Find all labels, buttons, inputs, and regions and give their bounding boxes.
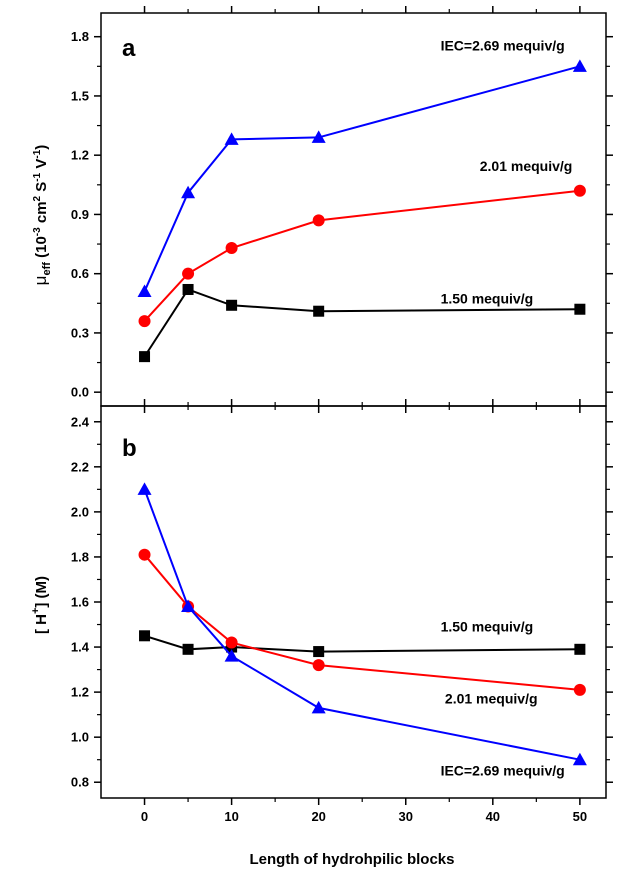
data-point-triangle: [572, 752, 587, 766]
y-tick-label-b: 1.2: [71, 685, 89, 700]
series-label-a-1: 2.01 mequiv/g: [480, 158, 573, 174]
series-label-b-1: 2.01 mequiv/g: [445, 690, 538, 706]
y-axis-title-a: μeff (10-3 cm2 S-1 V-1): [31, 145, 53, 286]
series-line-a-2: [143, 65, 581, 292]
data-point-square: [139, 351, 151, 363]
series-label-a-0: 1.50 mequiv/g: [441, 290, 534, 306]
y-tick-label-a: 0.0: [71, 385, 89, 400]
x-tick-label: 50: [573, 809, 587, 824]
plot-frame-b: [100, 405, 607, 799]
data-point-square: [313, 305, 325, 317]
data-point-square: [574, 303, 586, 315]
y-tick-label-a: 0.9: [71, 207, 89, 222]
data-point-triangle: [181, 599, 196, 613]
panel-label-b: b: [122, 435, 137, 462]
y-tick-label-a: 0.6: [71, 266, 89, 281]
data-point-triangle: [311, 700, 326, 714]
y-tick-label-b: 1.4: [71, 640, 90, 655]
data-point-square: [182, 283, 194, 295]
svg-text:[ H+] (M): [ H+] (M): [30, 576, 50, 634]
data-point-circle: [312, 659, 325, 672]
data-point-triangle: [311, 130, 326, 143]
y-tick-label-b: 1.0: [71, 730, 89, 745]
data-point-triangle: [137, 482, 152, 495]
x-tick-label: 30: [399, 809, 413, 824]
y-tick-label-b: 1.6: [71, 595, 89, 610]
y-tick-label-b: 0.8: [71, 775, 89, 790]
y-tick-label-a: 0.3: [71, 325, 89, 340]
x-tick-label: 40: [486, 809, 500, 824]
x-tick-label: 20: [311, 809, 325, 824]
data-point-circle: [225, 242, 238, 255]
data-point-square: [182, 643, 194, 655]
data-point-circle: [138, 315, 151, 328]
x-tick-label: 0: [141, 809, 148, 824]
data-point-square: [313, 646, 325, 658]
data-point-circle: [573, 683, 586, 696]
series-label-a-2: IEC=2.69 mequiv/g: [441, 38, 565, 54]
plot-frame-a: [100, 12, 607, 407]
data-point-square: [226, 299, 238, 311]
x-axis-title: Length of hydrohpilic blocks: [249, 851, 454, 868]
svg-text:μeff (10-3 cm2 S-1 V-1): μeff (10-3 cm2 S-1 V-1): [31, 145, 53, 286]
series-line-b-0: [144, 634, 580, 653]
panel-label-a: a: [122, 35, 136, 62]
series-label-b-2: IEC=2.69 mequiv/g: [441, 762, 565, 778]
data-point-triangle: [181, 185, 196, 199]
data-point-square: [139, 630, 151, 642]
data-point-square: [574, 643, 586, 655]
data-point-circle: [225, 636, 238, 649]
data-point-circle: [138, 548, 151, 561]
y-tick-label-b: 1.8: [71, 549, 89, 564]
y-tick-label-b: 2.0: [71, 504, 89, 519]
data-point-triangle: [137, 284, 152, 297]
data-point-circle: [312, 214, 325, 227]
data-point-triangle: [224, 132, 239, 145]
y-tick-label-a: 1.2: [71, 148, 89, 163]
y-tick-label-b: 2.2: [71, 459, 89, 474]
y-tick-label-a: 1.8: [71, 29, 89, 44]
x-tick-label: 10: [224, 809, 238, 824]
data-point-triangle: [224, 649, 239, 662]
data-point-triangle: [572, 59, 587, 72]
series-label-b-0: 1.50 mequiv/g: [441, 618, 534, 634]
panel-a: a μeff (10-3 cm2 S-1 V-1) 0.0 0.3 0.6 0.9 1.…: [31, 6, 613, 413]
data-point-circle: [182, 267, 195, 280]
y-tick-label-a: 1.5: [71, 88, 89, 103]
y-tick-label-b: 2.4: [71, 414, 90, 429]
panel-b: b [ H+] (M) 0.8 1.0 1.2 1.4 1.6 1.8 2.0 2.2 2.4 0…: [30, 399, 613, 824]
y-axis-title-b: [ H+] (M): [30, 576, 50, 634]
data-point-circle: [573, 184, 586, 197]
